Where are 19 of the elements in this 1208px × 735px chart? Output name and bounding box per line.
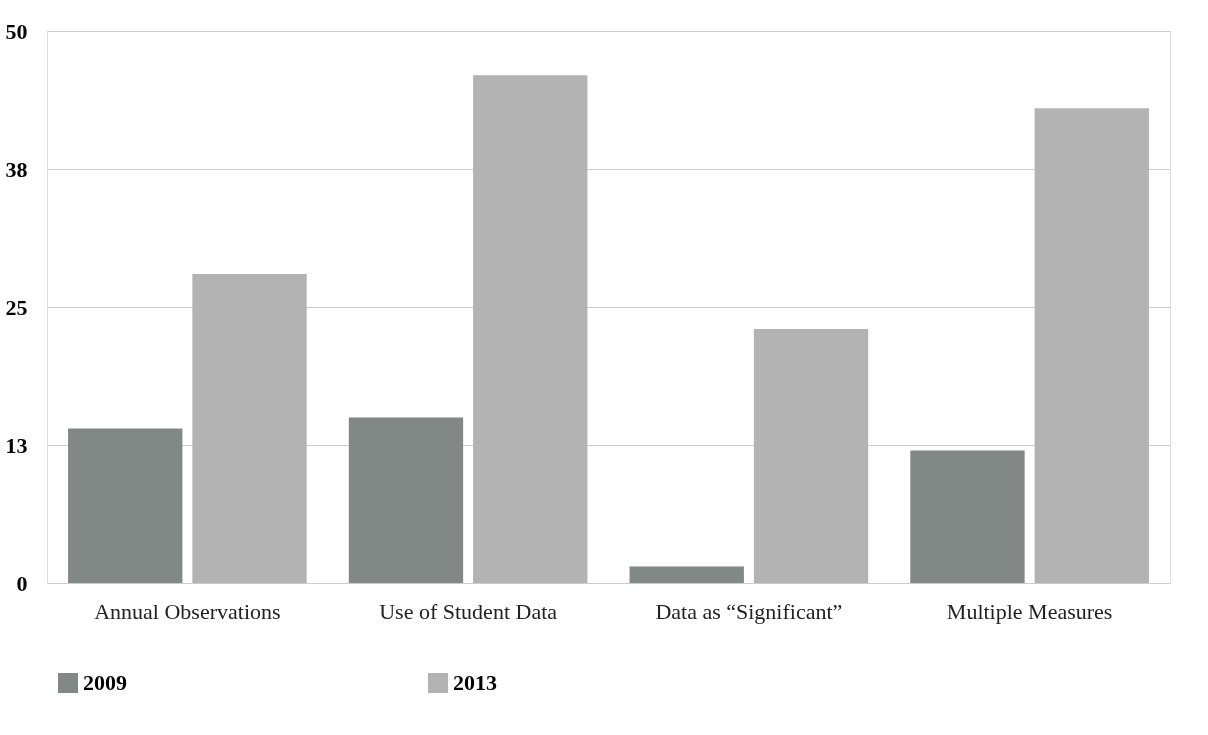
bar [629,566,744,583]
bar [192,273,307,583]
bar [68,428,183,583]
x-tick-label: Annual Observations [94,598,281,624]
x-tick-label: Use of Student Data [379,598,558,624]
bar [348,417,464,583]
y-tick-label: 25 [5,294,28,320]
y-tick-label: 50 [5,18,28,44]
x-tick-label: Data as “Significant” [655,598,843,624]
legend-label: 2013 [453,670,497,695]
legend-label: 2009 [83,670,127,695]
x-tick-label: Multiple Measures [946,598,1113,624]
y-tick-label: 13 [5,432,28,458]
bar [753,329,869,583]
bar [910,450,1025,583]
bar [473,75,588,583]
bar [1034,108,1149,583]
y-tick-label: 0 [16,570,28,596]
y-tick-label: 38 [5,156,28,182]
